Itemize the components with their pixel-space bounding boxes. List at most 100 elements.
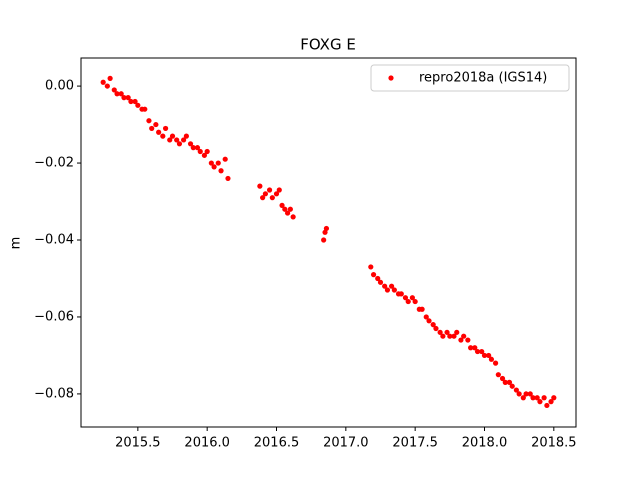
x-tick-label: 2018.5 [531,436,577,451]
point [323,225,330,232]
point [398,291,404,297]
chart-title: FOXG E [300,36,356,54]
point [437,329,443,335]
point [118,91,124,97]
point [447,333,453,339]
point [153,121,159,128]
point [488,356,495,362]
point [211,164,217,170]
point [176,141,183,147]
point [181,137,187,143]
legend-marker [388,75,394,81]
point [169,133,176,139]
point [537,399,543,405]
point [409,295,415,301]
point [548,399,554,405]
point [520,395,526,401]
point [370,272,377,278]
point [481,352,488,359]
point [516,391,522,397]
point [465,337,471,343]
point [454,329,460,335]
point [215,160,221,166]
point [142,106,148,112]
x-tick-label: 2017.0 [323,436,369,451]
y-tick-label: 0.00 [45,79,74,94]
point [156,129,162,135]
point [187,141,194,147]
point [160,133,166,139]
point [149,125,155,132]
point [121,95,127,101]
y-tick-label: −0.04 [34,232,74,247]
plot-area [100,75,557,409]
axes-frame [80,57,577,428]
point [523,391,529,397]
point [513,387,519,393]
point [419,306,425,312]
legend-label: repro2018a (IGS14) [419,71,547,86]
point [499,375,506,382]
point [260,195,266,201]
point [104,83,110,89]
point [190,145,196,151]
point [257,183,263,189]
point [162,125,169,132]
point [451,333,457,339]
point [502,379,508,385]
point [544,402,550,409]
point [391,287,397,293]
point [474,348,481,355]
y-tick-label: −0.08 [34,386,74,401]
point [440,333,446,339]
point [388,283,395,289]
point [201,152,208,158]
point [405,298,411,305]
point [222,156,228,162]
point [495,372,501,378]
point [412,298,418,305]
point [100,79,106,85]
point [375,275,381,282]
point [382,283,388,289]
point [114,91,120,97]
y-tick-label: −0.02 [34,156,74,171]
point [506,379,513,385]
point [218,168,224,174]
point [321,237,327,243]
x-tick-label: 2017.5 [392,436,438,451]
point [194,145,201,151]
point [279,202,285,208]
point [269,195,275,201]
point [262,191,269,197]
x-tick-label: 2015.5 [115,436,161,451]
point [276,187,282,193]
point [492,360,499,366]
point [128,98,134,105]
point [426,318,432,324]
point [204,148,210,155]
point [423,314,429,320]
point [461,333,467,339]
point [433,325,439,332]
point [534,395,540,401]
point [266,187,273,193]
point [527,391,533,397]
y-axis-label: m [9,237,24,250]
point [183,133,189,139]
legend: repro2018a (IGS14) [370,64,570,92]
point [486,352,492,359]
point [282,206,288,212]
point [402,295,409,301]
point [132,98,138,105]
point [444,329,450,335]
point [368,264,374,270]
point [197,148,203,155]
x-tick-label: 2016.0 [184,436,230,451]
y-tick-label: −0.06 [34,309,74,324]
point [287,206,293,212]
point [284,210,291,216]
point [377,279,384,285]
point [479,348,485,355]
